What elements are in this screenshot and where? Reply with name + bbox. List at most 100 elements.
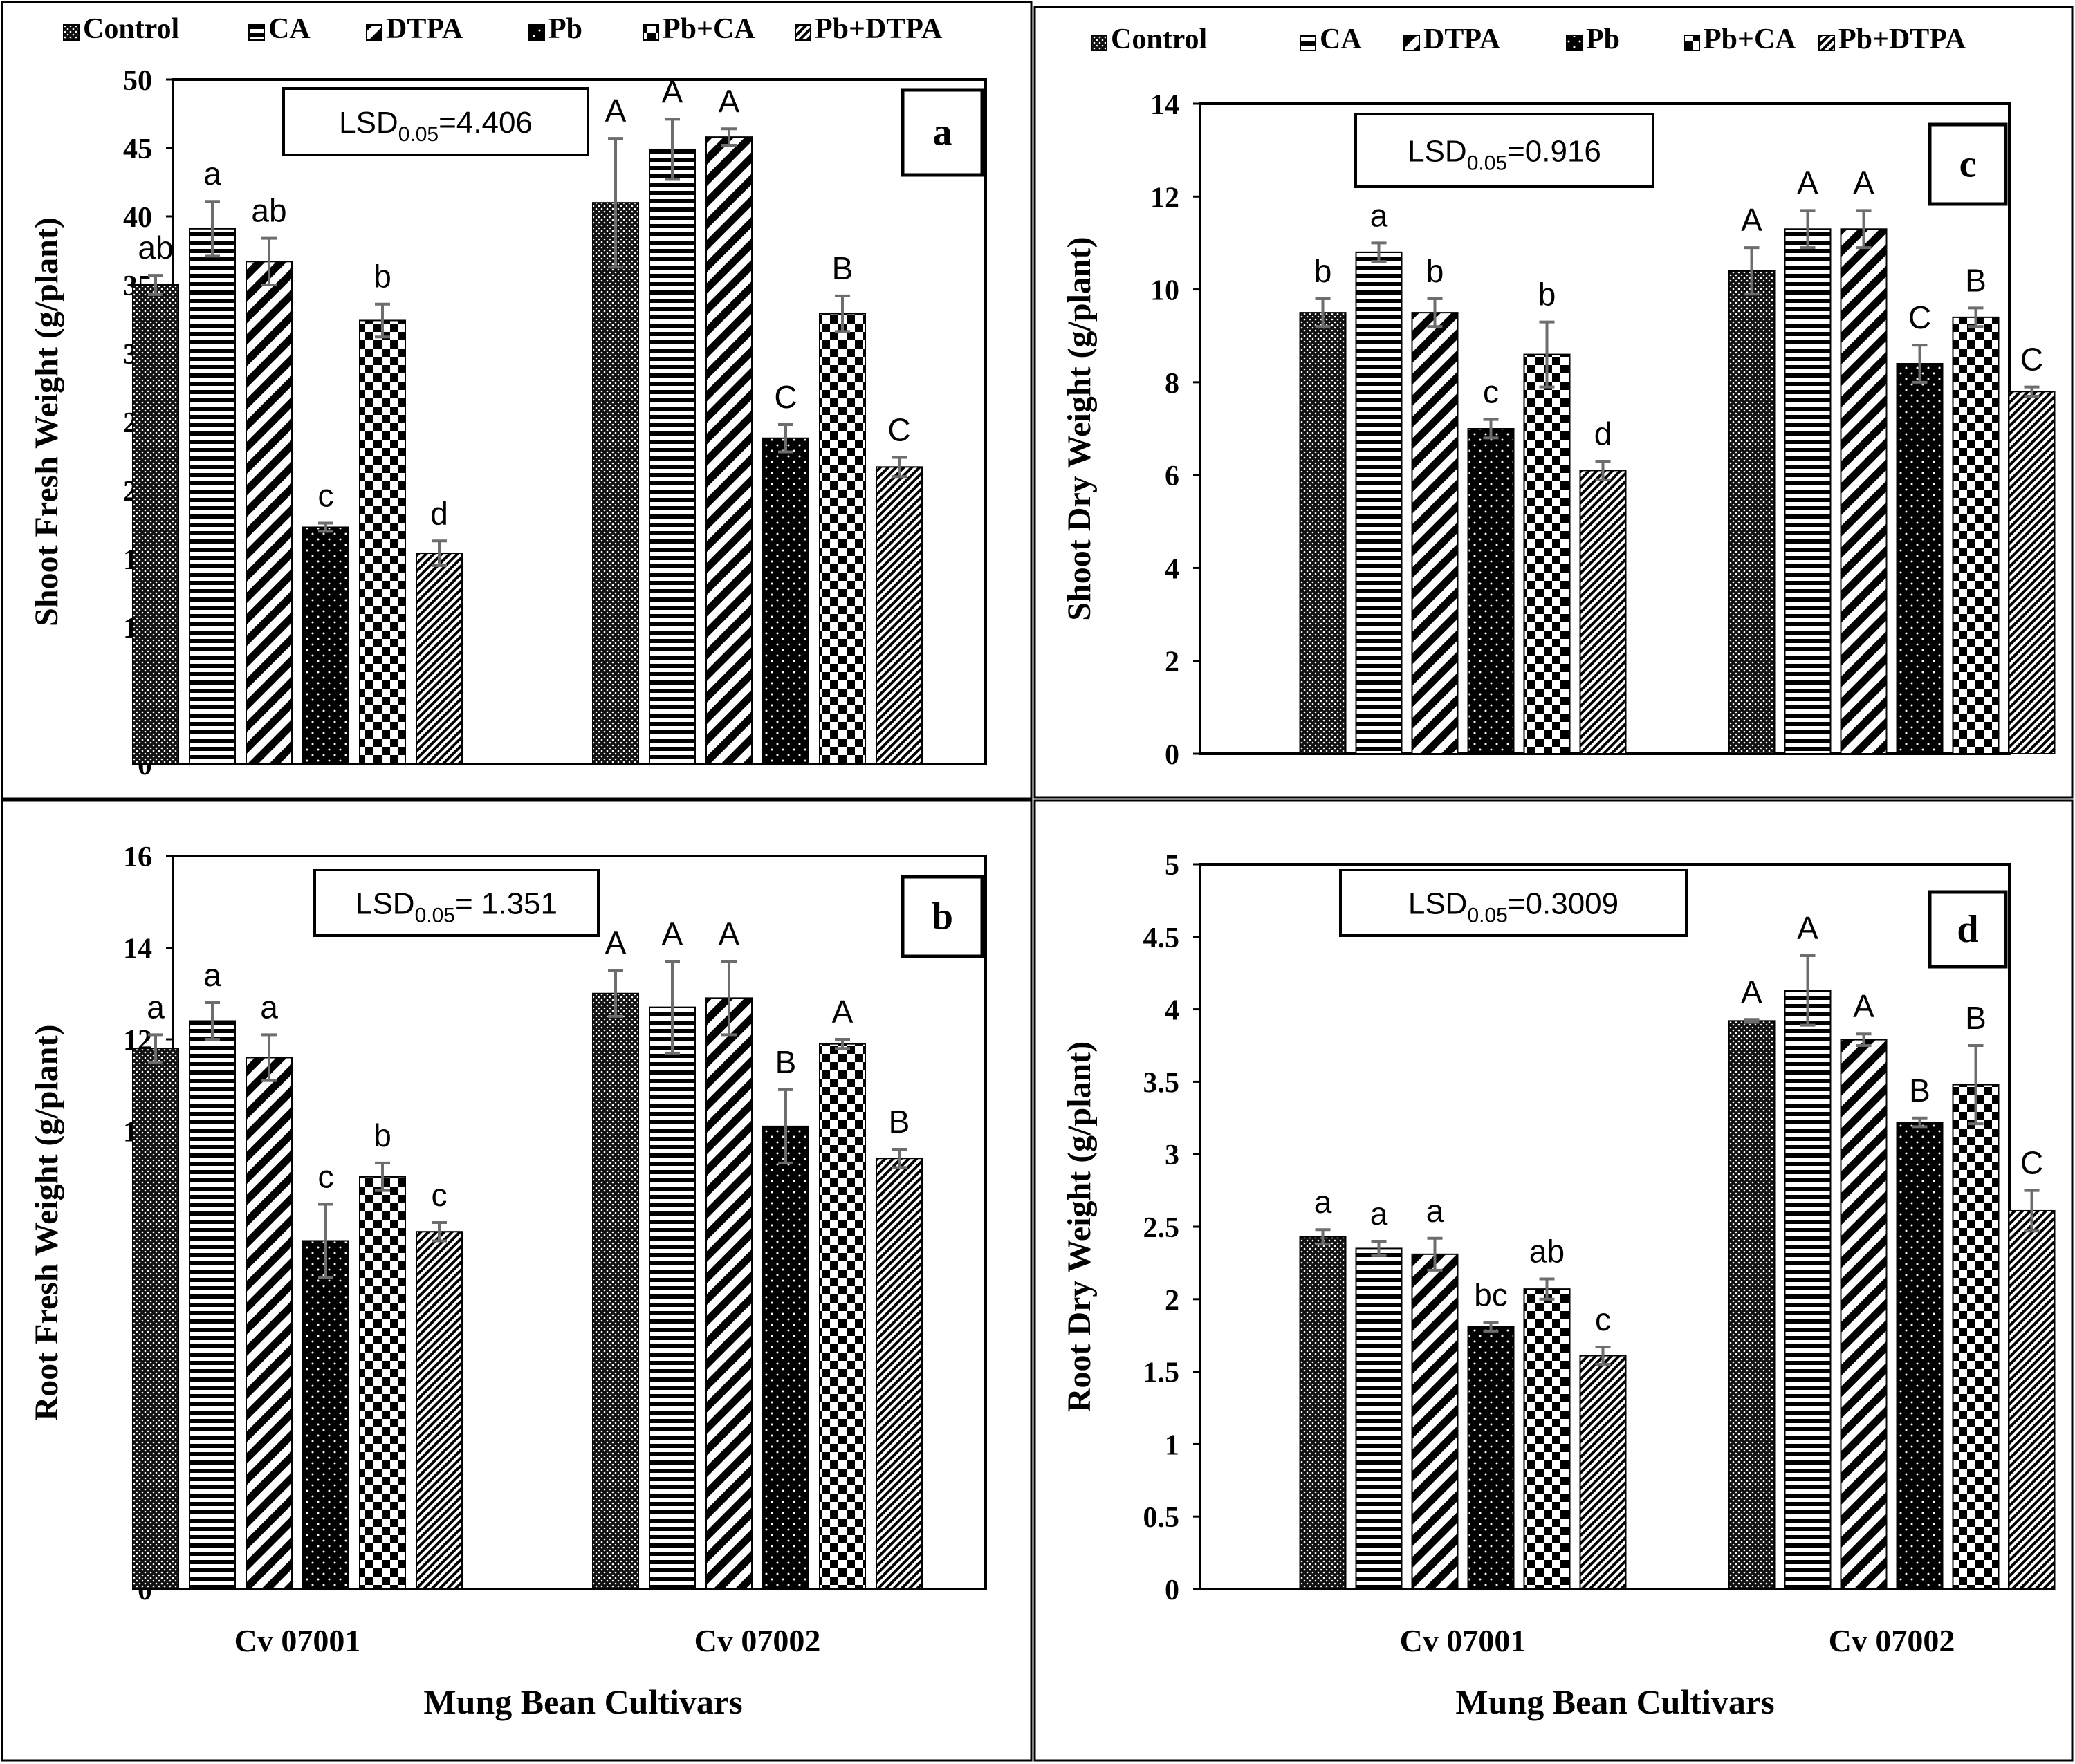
panel-d: 0 0.5 1 1.5 2 2.5 3 3.5 4 4.5 5 Root Dry Weight (g/… xyxy=(1061,850,2056,1658)
legend-label-pb: Pb xyxy=(1586,24,1620,55)
y-tick-label-d: 3 xyxy=(1165,1140,1179,1171)
sig-label-c-cv-07002-pb: C xyxy=(1908,299,1931,335)
sig-label-d-cv-07001-ca: a xyxy=(1370,1196,1388,1232)
frame-top-left xyxy=(1,1,1033,800)
y-tick-label-d: 3.5 xyxy=(1143,1067,1180,1099)
bar-d-cv-07001-dtpa xyxy=(1411,1253,1459,1590)
bar-a-cv-07002-pb-dtpa xyxy=(876,466,923,765)
panel-letter-box-a xyxy=(901,88,984,177)
bar-c-cv-07002-ca xyxy=(1784,228,1832,754)
legend-label-dtpa: DTPA xyxy=(1423,24,1501,55)
y-axis-title-d: Root Dry Weight (g/plant) xyxy=(1061,1041,1098,1412)
bar-b-cv-07001-pb-dtpa xyxy=(416,1231,463,1590)
bar-d-cv-07002-control xyxy=(1728,1020,1776,1590)
y-tick-label-d: 0.5 xyxy=(1143,1502,1180,1534)
frame-bottom-left xyxy=(1,799,1033,1762)
y-tick-label-c: 2 xyxy=(1165,647,1179,678)
bar-b-cv-07002-pb xyxy=(762,1125,809,1590)
sig-label-a-cv-07001-pb: c xyxy=(318,478,334,514)
legend-label-control: Control xyxy=(1111,24,1207,55)
panel-letter-box-b xyxy=(901,875,984,958)
sig-label-a-cv-07002-dtpa: A xyxy=(719,83,740,119)
bar-d-cv-07001-pb-ca xyxy=(1523,1288,1571,1590)
y-tick-label-c: 8 xyxy=(1165,368,1179,400)
legend-label-pb-ca: Pb+CA xyxy=(663,13,755,45)
sig-label-b-cv-07002-control: A xyxy=(605,925,627,961)
x-tick-label-d-cv-07002: Cv 07002 xyxy=(1829,1623,1955,1658)
sig-label-c-cv-07002-control: A xyxy=(1741,202,1762,238)
sig-label-a-cv-07002-pb: C xyxy=(774,379,797,415)
legend-swatch-pb xyxy=(528,24,545,41)
y-tick-label-d: 2 xyxy=(1165,1285,1179,1317)
bar-a-cv-07001-dtpa xyxy=(246,261,293,765)
bar-b-cv-07002-pb-ca xyxy=(819,1043,866,1590)
panel-letter-b: b xyxy=(932,895,953,938)
bar-c-cv-07001-pb-ca xyxy=(1523,353,1571,754)
bar-a-cv-07001-ca xyxy=(189,228,236,765)
panel-a: 05101520253035404550Shoot Fresh Weight (… xyxy=(28,65,987,781)
legend-swatch-pb xyxy=(1566,35,1583,51)
legend-label-ca: CA xyxy=(268,13,311,45)
y-tick-label-a: 50 xyxy=(123,65,152,97)
lsd-label-b: LSD0.05= 1.351 xyxy=(356,887,557,927)
bar-b-cv-07001-pb-ca xyxy=(359,1176,406,1590)
sig-label-d-cv-07001-pb-dtpa: c xyxy=(1595,1301,1611,1337)
y-tick-label-b: 16 xyxy=(123,842,152,873)
bar-d-cv-07002-ca xyxy=(1784,990,1832,1590)
x-tick-label-d-cv-07001: Cv 07001 xyxy=(1400,1623,1527,1658)
bar-c-cv-07002-pb-ca xyxy=(1952,316,2000,755)
sig-label-d-cv-07001-pb-ca: ab xyxy=(1529,1233,1565,1269)
y-tick-label-d: 1 xyxy=(1165,1429,1179,1461)
bar-d-cv-07001-pb-dtpa xyxy=(1579,1355,1627,1590)
sig-label-c-cv-07001-control: b xyxy=(1314,253,1332,289)
y-tick-label-d: 2.5 xyxy=(1143,1212,1180,1244)
bar-b-cv-07001-pb xyxy=(302,1240,349,1590)
lsd-box-b xyxy=(313,869,600,937)
panel-letter-box-d xyxy=(1928,890,2008,969)
y-tick-label-c: 4 xyxy=(1165,553,1179,585)
x-axis-title-left: Mung Bean Cultivars xyxy=(423,1682,742,1721)
legend-swatch-dtpa xyxy=(366,24,382,41)
panel-b: 0246810121416Root Fresh Weight (g/plant)… xyxy=(28,842,987,1658)
sig-label-d-cv-07002-pb: B xyxy=(1909,1073,1930,1108)
sig-label-b-cv-07001-pb: c xyxy=(318,1159,334,1195)
bar-d-cv-07002-pb xyxy=(1896,1122,1944,1590)
bar-a-cv-07002-dtpa xyxy=(706,136,753,765)
legend-label-control: Control xyxy=(83,13,179,45)
bar-d-cv-07001-control xyxy=(1299,1236,1347,1590)
sig-label-b-cv-07001-dtpa: a xyxy=(260,989,278,1025)
legend-label-pb-ca: Pb+CA xyxy=(1704,24,1796,55)
panel-letter-c: c xyxy=(1959,143,1977,186)
bar-b-cv-07001-dtpa xyxy=(246,1057,293,1590)
y-tick-label-d: 5 xyxy=(1165,850,1179,882)
y-tick-label-a: 40 xyxy=(123,202,152,234)
sig-label-c-cv-07001-pb-dtpa: d xyxy=(1594,416,1612,452)
panel-letter-a: a xyxy=(933,111,952,154)
bar-a-cv-07002-ca xyxy=(649,148,696,765)
sig-label-c-cv-07001-ca: a xyxy=(1370,197,1388,233)
y-tick-label-d: 0 xyxy=(1165,1575,1179,1606)
y-tick-label-c: 10 xyxy=(1150,275,1179,307)
bar-c-cv-07002-control xyxy=(1728,270,1776,754)
y-tick-label-c: 6 xyxy=(1165,461,1179,492)
bar-c-cv-07002-pb-dtpa xyxy=(2008,391,2056,754)
bar-b-cv-07002-ca xyxy=(649,1006,696,1590)
sig-label-b-cv-07002-pb: B xyxy=(775,1044,797,1080)
panel-letter-box-c xyxy=(1928,122,2008,206)
panel-c: 0 2 4 6 8 10 12 14 Shoot Dry Weight (g/plant) LSD… xyxy=(1061,89,2056,771)
legend-label-ca: CA xyxy=(1320,24,1362,55)
sig-label-d-cv-07002-dtpa: A xyxy=(1853,988,1874,1024)
lsd-box-a xyxy=(282,87,589,156)
y-axis-title-b: Root Fresh Weight (g/plant) xyxy=(28,1025,65,1421)
sig-label-a-cv-07001-ca: a xyxy=(203,156,221,192)
legend-swatch-ca xyxy=(248,24,265,41)
sig-label-c-cv-07002-pb-ca: B xyxy=(1965,262,1986,298)
sig-label-a-cv-07001-control: ab xyxy=(138,230,173,266)
legend-swatch-pb-dtpa xyxy=(795,24,811,41)
sig-label-b-cv-07001-pb-dtpa: c xyxy=(432,1177,448,1213)
sig-label-a-cv-07001-dtpa: ab xyxy=(251,193,286,229)
legend-label-pb: Pb xyxy=(548,13,582,45)
bar-d-cv-07002-pb-dtpa xyxy=(2008,1209,2056,1590)
legend-label-pb-dtpa: Pb+DTPA xyxy=(815,13,943,45)
